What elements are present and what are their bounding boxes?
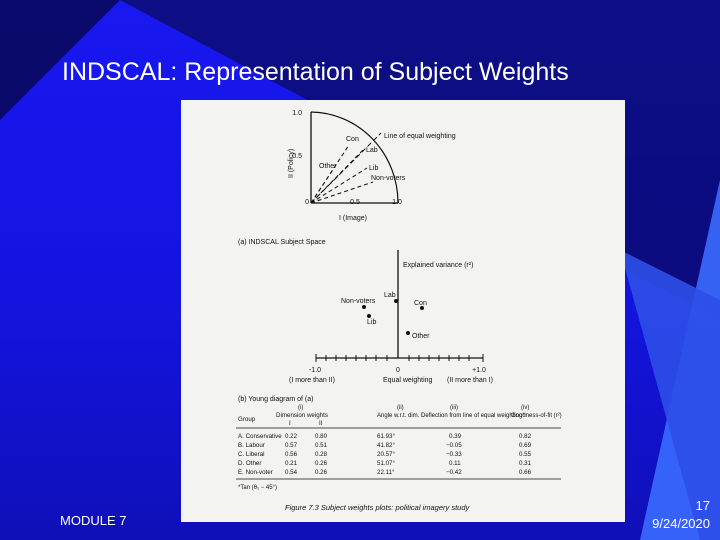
table-cell-angle: 20.57° [377, 451, 395, 458]
table-cell-deflection: 0.11 [449, 460, 461, 467]
table-row: E. Non-voter 0.54 0.26 22.11° −0.42 0.66 [238, 469, 532, 476]
panel-b-point-label: Con [414, 300, 427, 307]
panel-b-xtick: +1.0 [472, 367, 486, 374]
table-cell-angle: 22.11° [377, 469, 395, 476]
panel-b-caption: (b) Young diagram of (a) [238, 396, 314, 403]
panel-b-xtick: -1.0 [309, 367, 321, 374]
table-cell-group: E. Non-voter [238, 469, 273, 476]
footer-module-label: MODULE 7 [60, 513, 127, 528]
panel-b-point-label: Lab [384, 292, 396, 299]
equal-weighting-label: Line of equal weighting [384, 133, 456, 140]
table-cell-group: D. Other [238, 460, 261, 467]
table-cell-gof: 0.69 [519, 442, 532, 449]
panel-a-xtick: 1.0 [392, 199, 402, 206]
table-cell-w1: 0.21 [285, 460, 298, 467]
table-cell-w1: 0.54 [285, 469, 298, 476]
panel-a-x-axis-label: I (Image) [339, 215, 367, 222]
table-cell-gof: 0.66 [519, 469, 532, 476]
panel-a-point-label: Non-voters [371, 175, 406, 182]
slide-number: 17 [695, 498, 710, 513]
panel-a-caption: (a) INDSCAL Subject Space [238, 239, 326, 246]
panel-b-point-nonvoters [362, 305, 366, 309]
table-cell-angle: 41.82° [377, 442, 395, 449]
panel-b-right-label: (II more than I) [447, 377, 493, 384]
panel-a-point-label: Lib [369, 165, 378, 172]
panel-a-ytick: 1.0 [292, 110, 302, 117]
table-cell-gof: 0.31 [519, 460, 532, 467]
table-col-iii: (iii) [450, 405, 458, 411]
table-header-gof: Goodness-of-fit (r²) [511, 413, 562, 419]
panel-b-xtick: 0 [396, 367, 400, 374]
panel-a-xtick: 0.5 [350, 199, 360, 206]
table-footnote: *Tan (θ₁ − 45°) [238, 485, 277, 491]
table-row: B. Labour 0.57 0.51 41.82° −0.05 0.69 [238, 442, 532, 449]
table-header-group: Group [238, 416, 256, 423]
table-cell-w2: 0.80 [315, 433, 328, 440]
table-col-i: (i) [298, 405, 303, 411]
table-header-dim-weights: Dimension weights [276, 412, 328, 419]
panel-b-point-label: Non-voters [341, 298, 376, 305]
panel-a-y-axis-label: II (Policy) [288, 149, 295, 178]
table-cell-gof: 0.55 [519, 451, 532, 458]
table-cell-deflection: −0.05 [446, 442, 462, 449]
figure-drawing: 1.0 0.5 0 0.5 1.0 II (Policy) I (Image) … [236, 110, 562, 512]
panel-a-ytick: 0 [305, 199, 309, 206]
table-cell-group: A. Conservative [238, 433, 282, 440]
table-header-angle: Angle w.r.t. dim. I [377, 413, 423, 419]
table-cell-deflection: −0.42 [446, 469, 462, 476]
weights-table: (i) (ii) (iii) (iv) Group Dimension weig… [236, 405, 562, 491]
panel-b-point-label: Lib [367, 319, 376, 326]
table-col-ii: (ii) [397, 405, 404, 411]
table-row: A. Conservative 0.22 0.80 61.93° 0.39 0.… [238, 433, 532, 440]
table-cell-angle: 61.93° [377, 433, 395, 440]
panel-a-point-label: Con [346, 136, 359, 143]
table-cell-w2: 0.28 [315, 451, 328, 458]
slide-date: 9/24/2020 [652, 516, 710, 531]
figure-caption: Figure 7.3 Subject weights plots: politi… [285, 503, 471, 512]
panel-b-point-lab [394, 299, 398, 303]
table-cell-deflection: 0.39 [449, 433, 462, 440]
panel-a-point-label: Lab [366, 147, 378, 154]
table-cell-w2: 0.26 [315, 469, 328, 476]
panel-b-center-label: Equal weighting [383, 377, 433, 384]
panel-b-point-lib [367, 314, 371, 318]
panel-b-point-other [406, 331, 410, 335]
table-col-iv: (iv) [521, 405, 529, 411]
table-cell-group: C. Liberal [238, 451, 264, 458]
table-cell-w1: 0.57 [285, 442, 298, 449]
table-cell-w1: 0.56 [285, 451, 298, 458]
slide-title: INDSCAL: Representation of Subject Weigh… [62, 58, 569, 86]
panel-a-point-label: Other [319, 163, 337, 170]
table-header-deflection: Deflection from line of equal weighting* [421, 413, 525, 419]
table-cell-gof: 0.82 [519, 433, 532, 440]
table-row: C. Liberal 0.56 0.28 20.57° −0.33 0.55 [238, 451, 532, 458]
table-cell-angle: 51.07° [377, 460, 395, 467]
table-cell-deflection: −0.33 [446, 451, 462, 458]
panel-a: 1.0 0.5 0 0.5 1.0 II (Policy) I (Image) … [238, 110, 456, 246]
figure-scan: 1.0 0.5 0 0.5 1.0 II (Policy) I (Image) … [181, 100, 625, 522]
panel-b-point-label: Other [412, 333, 430, 340]
table-cell-w2: 0.26 [315, 460, 328, 467]
panel-a-ytick: 0.5 [292, 153, 302, 160]
panel-b-left-label: (I more than II) [289, 377, 335, 384]
panel-b: Explained variance (r²) Lab Con Non-vote… [238, 250, 493, 403]
table-header-dim-i: I [289, 420, 291, 427]
table-header-dim-ii: II [319, 420, 323, 427]
panel-b-axis-title: Explained variance (r²) [403, 262, 473, 269]
table-row: D. Other 0.21 0.26 51.07° 0.11 0.31 [238, 460, 532, 467]
table-cell-w2: 0.51 [315, 442, 328, 449]
table-cell-group: B. Labour [238, 442, 265, 449]
table-cell-w1: 0.22 [285, 433, 298, 440]
panel-b-point-con [420, 306, 424, 310]
